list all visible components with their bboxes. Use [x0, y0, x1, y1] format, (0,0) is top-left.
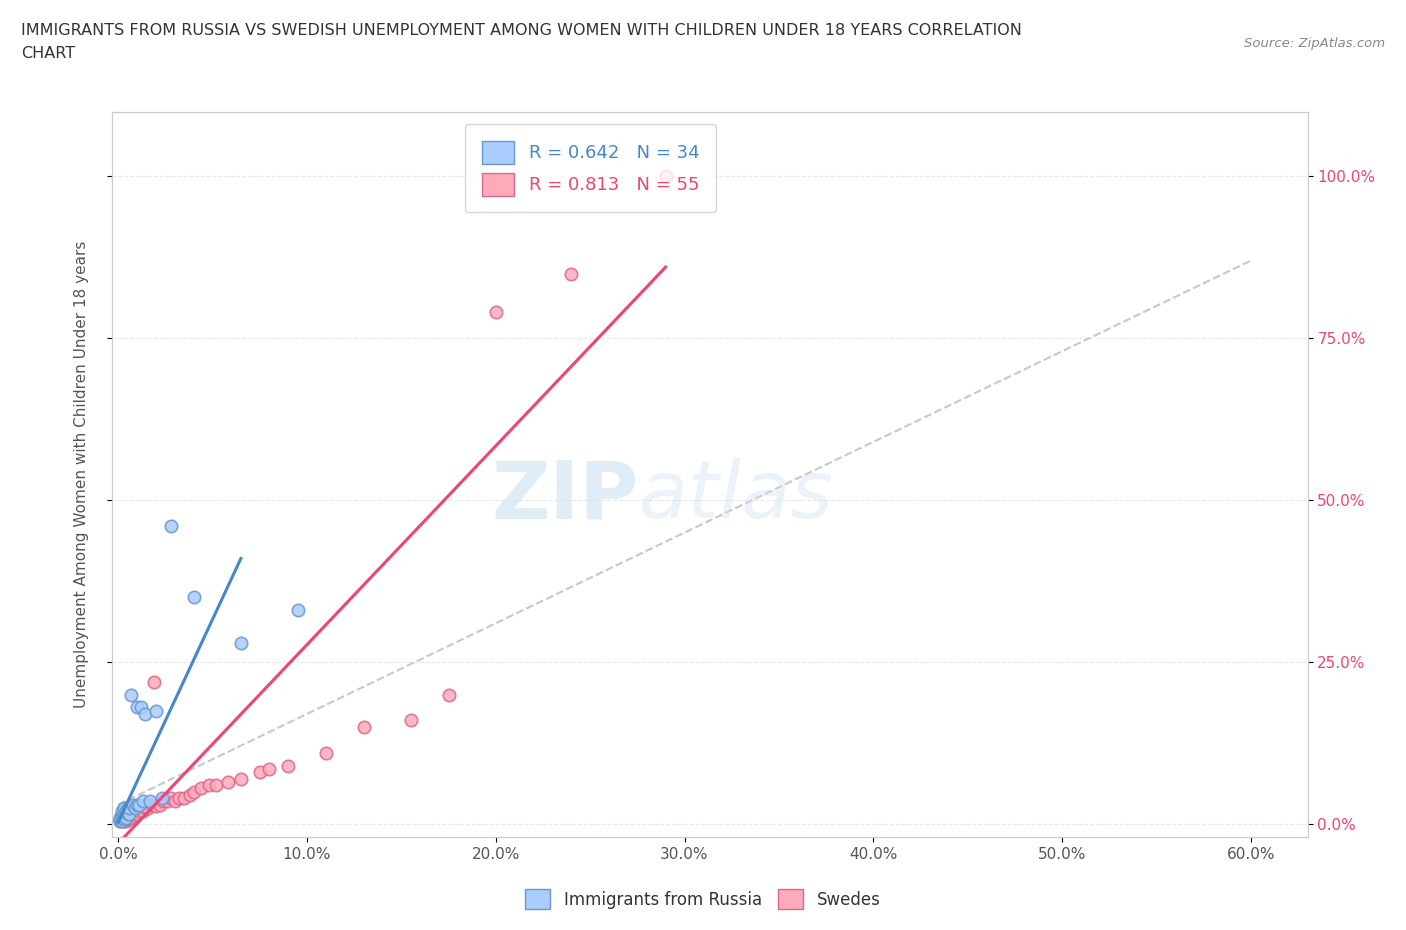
Point: [108, 811, 131, 827]
Point: [134, 797, 156, 812]
Point: [560, 266, 582, 281]
Point: [129, 700, 152, 715]
Point: [114, 814, 136, 829]
Point: [112, 801, 135, 816]
Point: [125, 797, 148, 812]
Point: [122, 803, 145, 817]
Point: [399, 713, 422, 728]
Point: [179, 788, 201, 803]
Point: [114, 805, 136, 820]
Point: [257, 762, 280, 777]
Point: [120, 810, 142, 825]
Point: [108, 810, 131, 825]
Point: [437, 687, 460, 702]
Point: [112, 814, 135, 829]
Point: [150, 790, 173, 805]
Point: [114, 810, 136, 825]
Point: [128, 797, 150, 812]
Point: [117, 811, 139, 827]
Point: [111, 810, 134, 825]
Point: [125, 807, 148, 822]
Text: atlas: atlas: [638, 457, 834, 535]
Point: [112, 805, 135, 820]
Point: [134, 707, 156, 722]
Point: [114, 804, 136, 818]
Point: [190, 781, 212, 796]
Point: [315, 745, 337, 760]
Point: [160, 790, 183, 805]
Legend: R = 0.642   N = 34, R = 0.813   N = 55: R = 0.642 N = 34, R = 0.813 N = 55: [465, 125, 716, 212]
Point: [122, 809, 145, 824]
Point: [112, 810, 135, 825]
Point: [117, 801, 139, 816]
Legend: Immigrants from Russia, Swedes: Immigrants from Russia, Swedes: [517, 881, 889, 917]
Point: [111, 814, 134, 829]
Point: [173, 790, 195, 805]
Point: [112, 809, 135, 824]
Point: [112, 807, 135, 822]
Point: [118, 801, 141, 816]
Point: [122, 797, 145, 812]
Point: [117, 807, 139, 822]
Point: [118, 805, 141, 820]
Point: [156, 794, 179, 809]
Point: [111, 807, 134, 822]
Point: [111, 807, 134, 822]
Point: [114, 809, 136, 824]
Point: [124, 801, 146, 816]
Point: [118, 810, 141, 825]
Point: [353, 720, 375, 735]
Point: [183, 590, 205, 604]
Point: [118, 807, 141, 822]
Point: [485, 305, 508, 320]
Point: [229, 771, 252, 786]
Point: [111, 810, 134, 825]
Text: ZIP: ZIP: [491, 457, 638, 535]
Point: [654, 169, 676, 184]
Point: [108, 814, 131, 829]
Point: [131, 804, 153, 818]
Point: [141, 797, 163, 812]
Point: [128, 804, 150, 818]
Point: [108, 814, 131, 829]
Point: [197, 777, 219, 792]
Point: [229, 635, 252, 650]
Point: [120, 687, 142, 702]
Point: [149, 797, 172, 812]
Point: [125, 700, 148, 715]
Point: [108, 811, 131, 827]
Point: [139, 794, 162, 809]
Point: [205, 777, 228, 792]
Point: [145, 703, 167, 718]
Point: [145, 799, 167, 814]
Text: CHART: CHART: [21, 46, 75, 61]
Point: [183, 784, 205, 799]
Point: [138, 801, 160, 816]
Text: Source: ZipAtlas.com: Source: ZipAtlas.com: [1244, 37, 1385, 50]
Point: [217, 775, 239, 790]
Point: [117, 807, 139, 822]
Point: [249, 764, 271, 779]
Point: [125, 801, 148, 816]
Point: [143, 674, 166, 689]
Point: [277, 758, 299, 773]
Text: IMMIGRANTS FROM RUSSIA VS SWEDISH UNEMPLOYMENT AMONG WOMEN WITH CHILDREN UNDER 1: IMMIGRANTS FROM RUSSIA VS SWEDISH UNEMPL…: [21, 23, 1022, 38]
Point: [167, 790, 190, 805]
Point: [120, 804, 142, 818]
Point: [131, 794, 153, 809]
Point: [160, 519, 183, 534]
Point: [111, 814, 134, 829]
Y-axis label: Unemployment Among Women with Children Under 18 years: Unemployment Among Women with Children U…: [75, 241, 89, 708]
Point: [111, 804, 134, 818]
Point: [287, 603, 309, 618]
Point: [152, 794, 174, 809]
Point: [129, 801, 152, 816]
Point: [163, 794, 186, 809]
Point: [135, 801, 157, 816]
Point: [124, 807, 146, 822]
Point: [112, 811, 135, 827]
Point: [124, 801, 146, 816]
